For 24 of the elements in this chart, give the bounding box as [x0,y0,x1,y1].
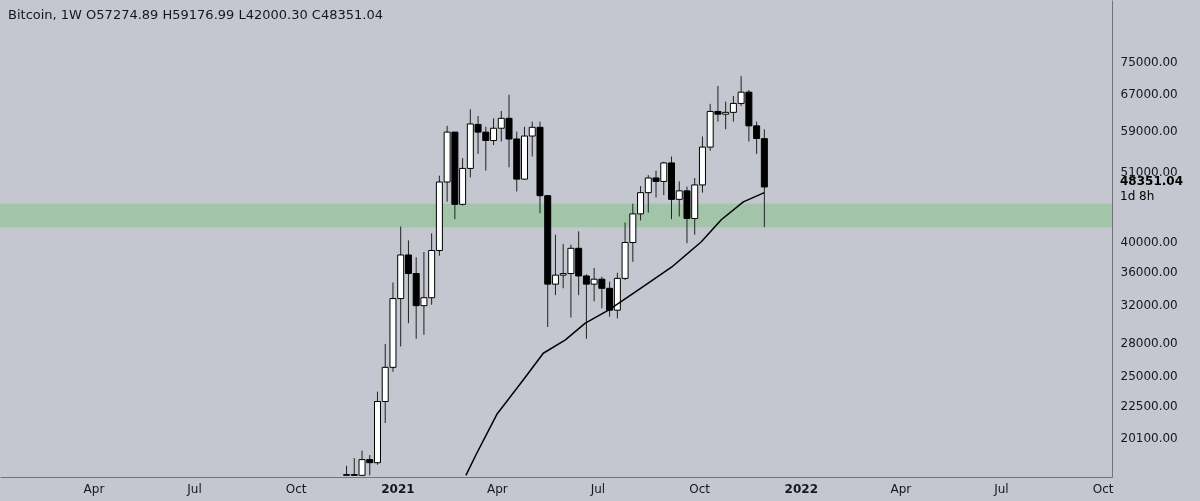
text: 1d 8h [1120,188,1155,203]
x-tick-label: Jul [186,481,202,496]
y-tick-label: 67000.00 [1120,87,1178,102]
y-tick-label: 75000.00 [1120,55,1178,70]
x-tick-label: 2022 [784,481,819,496]
x-tick-label: Oct [1092,481,1114,496]
text: Bitcoin, 1W O57274.89 H59176.99 L42000.30 C48351.04 [8,7,383,22]
y-tick-label: 36000.00 [1120,264,1178,279]
x-tick-label: Jul [589,481,606,496]
x-tick-label: Oct [689,481,711,496]
x-tick-label: Oct [285,481,307,496]
x-tick-label: Apr [83,481,105,496]
y-tick-label: 28000.00 [1120,336,1178,351]
y-tick-label: 32000.00 [1120,298,1178,313]
line-series [465,191,766,477]
y-tick-label: 40000.00 [1120,234,1178,249]
y-tick-label: 20100.00 [1120,430,1178,445]
x-tick-label: Apr [890,481,912,496]
y-tick-label: 22500.00 [1120,398,1178,413]
x-tick-label: 2021 [381,481,415,496]
x-tick-label: Apr [486,481,508,496]
y-tick-label: 25000.00 [1120,368,1178,383]
x-tick-label: Jul [993,481,1009,496]
y-tick-label: 59000.00 [1120,123,1178,138]
